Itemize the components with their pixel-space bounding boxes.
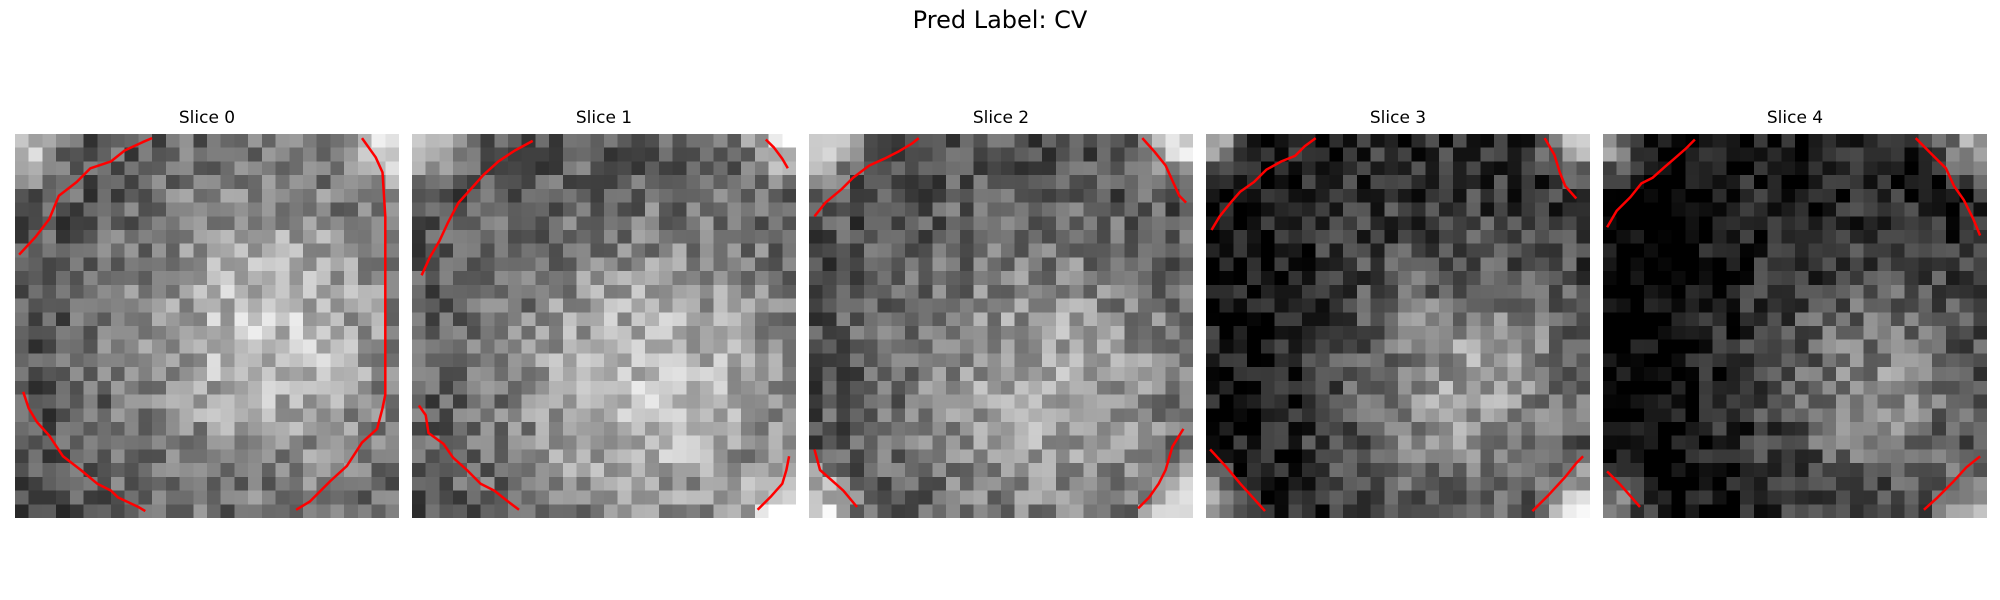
contour-line <box>813 449 858 508</box>
contour-line <box>1210 137 1317 231</box>
slice-title: Slice 3 <box>1369 108 1427 128</box>
pixel-grid <box>1603 134 1987 518</box>
pixel-grid <box>412 134 796 518</box>
contour-line <box>756 456 791 511</box>
contour-line <box>1137 428 1185 510</box>
contour-line <box>764 138 789 169</box>
slice-image <box>809 134 1193 518</box>
slice-image <box>1206 134 1590 518</box>
contour-line <box>18 136 153 256</box>
contour-line <box>1543 137 1578 200</box>
slice-image <box>412 134 796 518</box>
slice-title: Slice 0 <box>178 108 236 128</box>
contour-line <box>417 404 520 511</box>
pixel-grid <box>1206 134 1590 518</box>
contour-line <box>420 139 534 276</box>
contour-line <box>1606 138 1696 228</box>
contour-line <box>1531 455 1584 512</box>
figure-title: Pred Label: CV <box>912 6 1088 34</box>
slice-image <box>1603 134 1987 518</box>
contour-line <box>22 391 146 513</box>
slice-title: Slice 4 <box>1766 108 1824 128</box>
contour-line <box>1914 137 1982 236</box>
pixel-grid <box>15 134 399 518</box>
contour-line <box>1141 137 1187 204</box>
slice-image <box>15 134 399 518</box>
slice-title: Slice 2 <box>972 108 1030 128</box>
pixel-grid <box>809 134 1193 518</box>
contour-line <box>295 137 387 511</box>
contour-line <box>813 137 920 218</box>
contour-line <box>1606 470 1641 508</box>
contour-line <box>1209 448 1266 512</box>
contour-line <box>1923 455 1981 511</box>
slice-title: Slice 1 <box>575 108 633 128</box>
